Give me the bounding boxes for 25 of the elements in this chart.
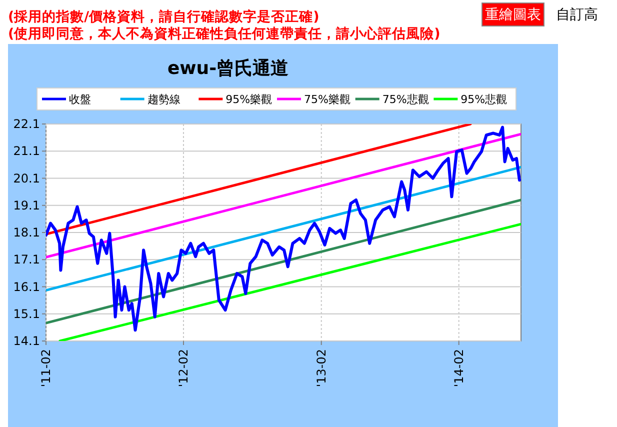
y-tick-label: 15.1 <box>13 306 40 321</box>
y-tick-label: 14.1 <box>13 334 40 348</box>
chart-title: ewu-曾氏通道 <box>167 58 289 79</box>
x-tick-label: '13-02 <box>314 349 328 388</box>
legend-label: 95%悲觀 <box>460 93 508 106</box>
x-tick-label: '14-02 <box>452 349 466 388</box>
y-tick-label: 20.1 <box>13 171 40 186</box>
x-tick-label: '11-02 <box>39 349 53 388</box>
text: (採用的指數/價格資料，請自行確認數字是否正確) <box>8 8 320 25</box>
y-tick-label: 22.1 <box>13 117 40 131</box>
legend-label: 趨勢線 <box>147 93 180 106</box>
line-series <box>46 126 521 332</box>
y-tick-label: 17.1 <box>13 252 40 267</box>
legend-label: 收盤 <box>69 93 91 106</box>
text: (使用即同意，本人不為資料正確性負任何連帶責任，請小心評估風險) <box>8 25 440 42</box>
y-tick-label: 16.1 <box>13 280 40 294</box>
y-tick-label: 19.1 <box>13 198 40 212</box>
legend-label: 75%悲觀 <box>382 93 429 106</box>
text: 自訂高 <box>556 7 598 23</box>
text: 重繪圖表 <box>485 7 541 23</box>
y-tick-label: 18.1 <box>13 226 40 240</box>
legend-label: 95%樂觀 <box>226 93 272 106</box>
x-tick-label: '12-02 <box>176 349 190 388</box>
y-tick-label: 21.1 <box>13 144 40 158</box>
legend-label: 75%樂觀 <box>304 93 350 106</box>
